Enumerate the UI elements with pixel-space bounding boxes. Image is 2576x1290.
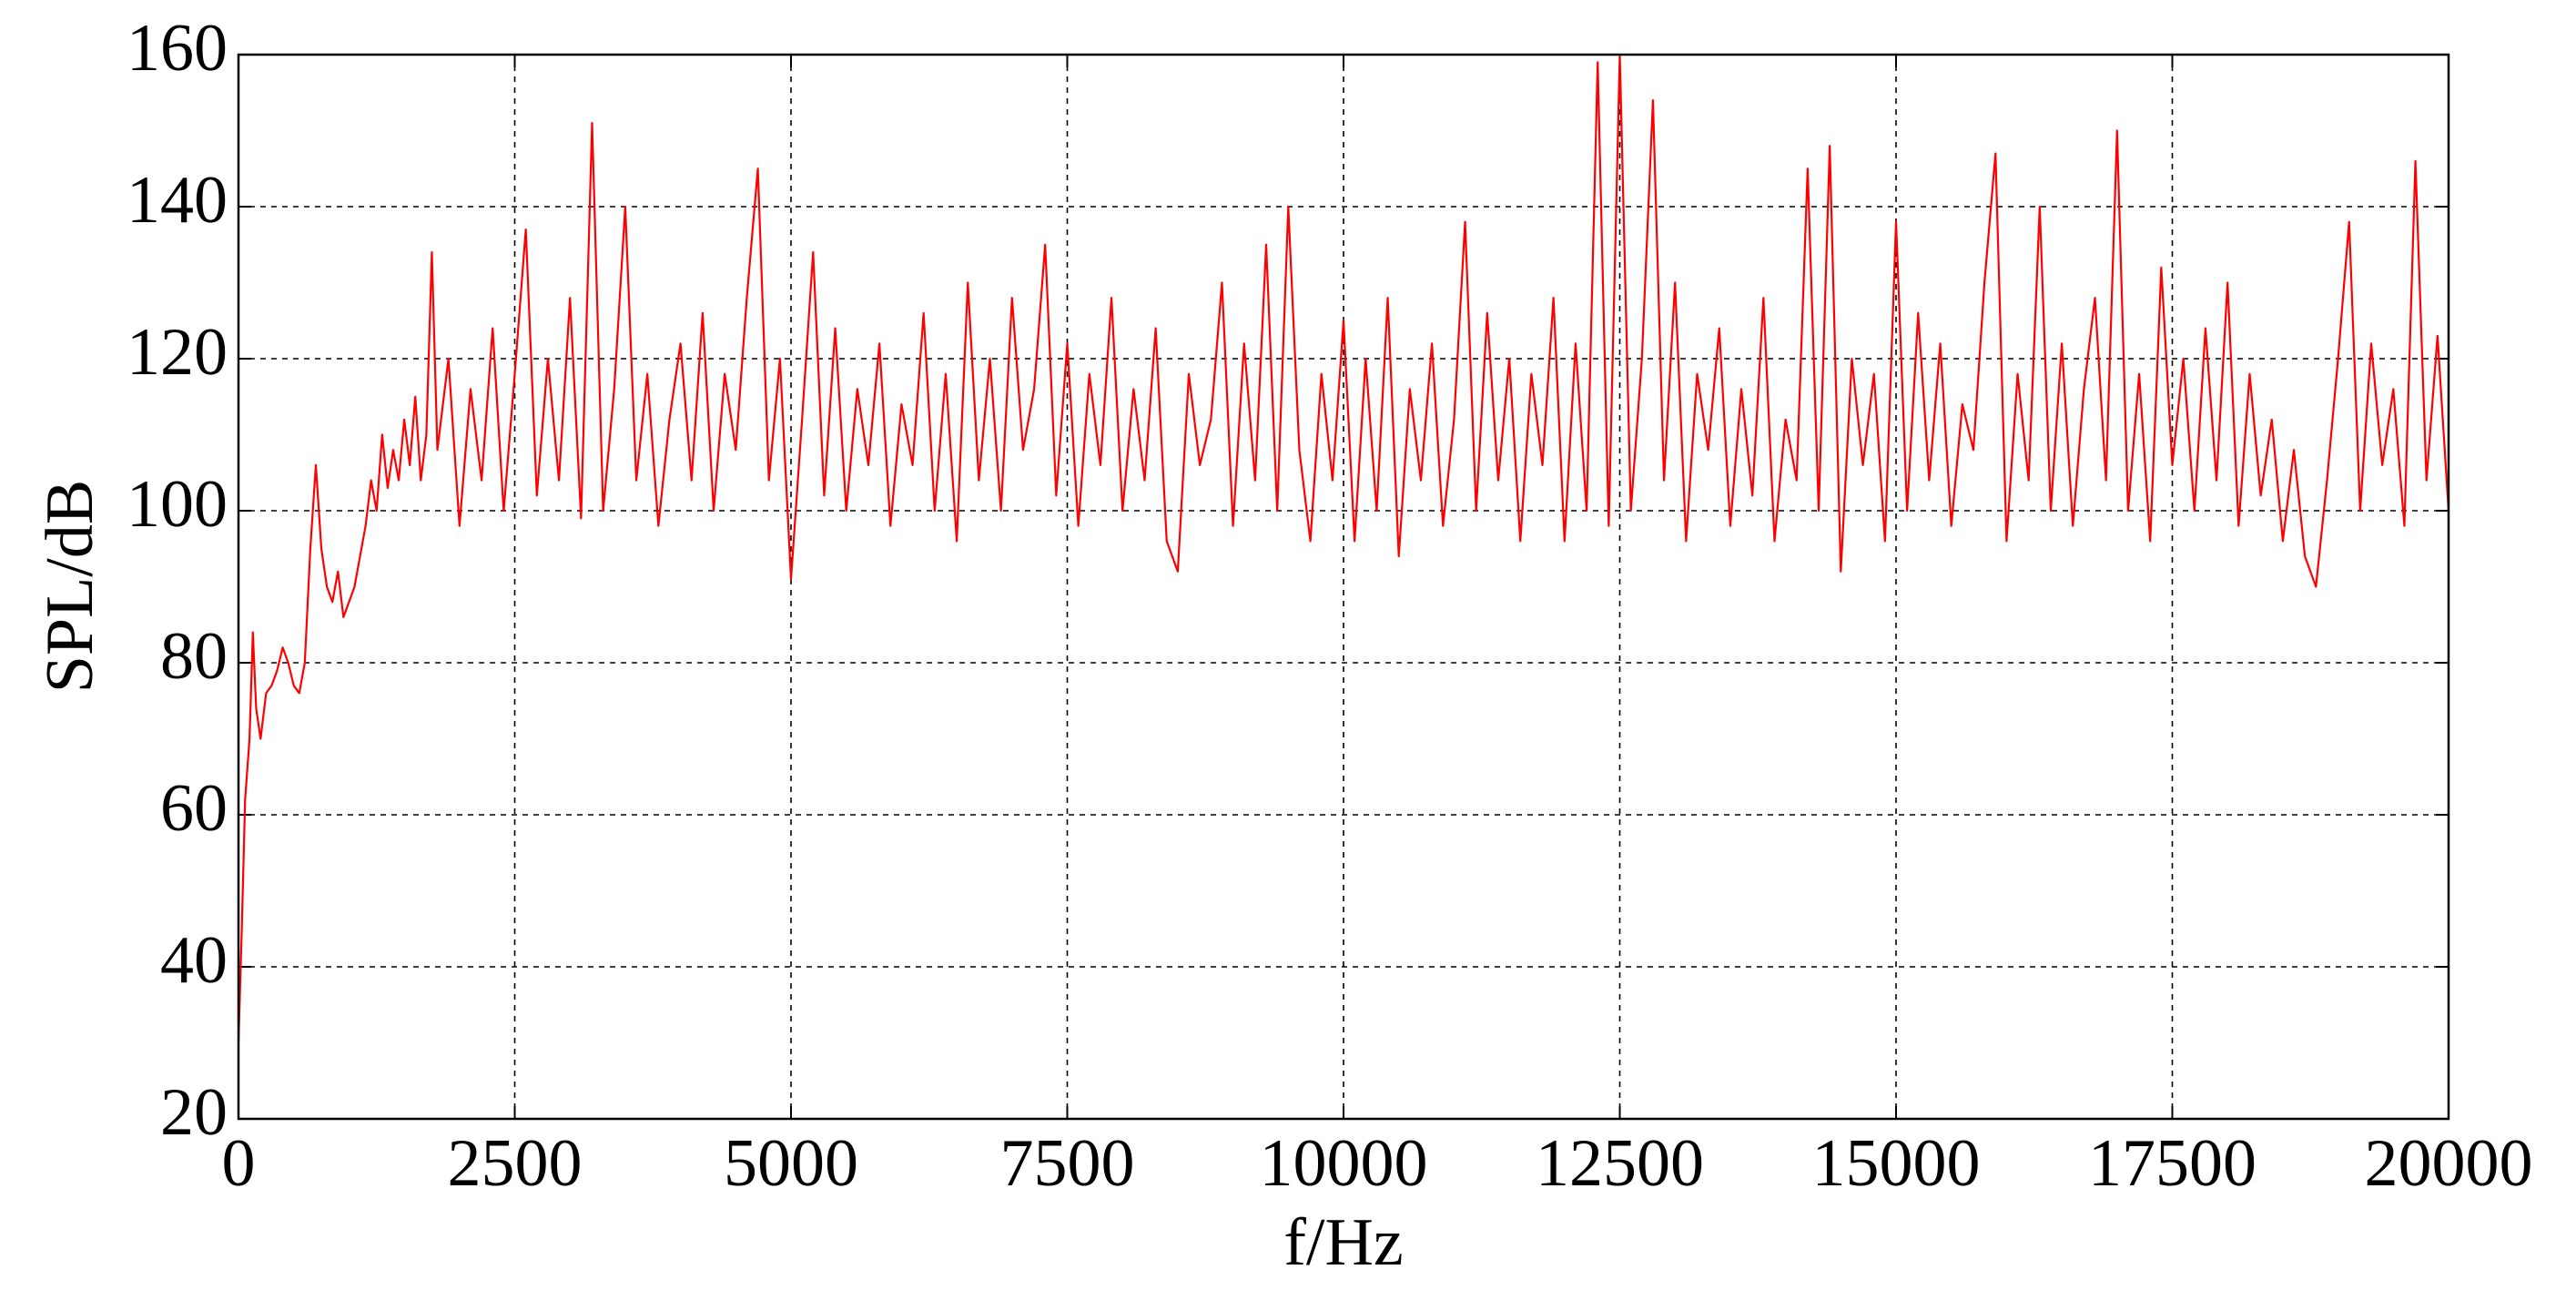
- x-tick-label: 20000: [2365, 1126, 2533, 1201]
- x-tick-label: 0: [222, 1126, 256, 1201]
- spectrum-line: [237, 53, 2450, 1043]
- y-tick-label: 120: [127, 315, 228, 390]
- y-axis-label: SPL/dB: [33, 480, 107, 693]
- x-tick-label: 2500: [448, 1126, 583, 1201]
- y-tick-label: 160: [127, 11, 228, 86]
- y-tick-label: 60: [160, 771, 228, 846]
- x-tick-label: 7500: [1000, 1126, 1135, 1201]
- plot-frame: [237, 53, 2450, 1121]
- y-tick-label: 100: [127, 467, 228, 542]
- y-tick-label: 80: [160, 619, 228, 694]
- y-tick-label: 40: [160, 923, 228, 998]
- y-tick-label: 140: [127, 163, 228, 238]
- x-tick-label: 17500: [2088, 1126, 2257, 1201]
- x-tick-label: 10000: [1260, 1126, 1428, 1201]
- x-tick-label: 15000: [1812, 1126, 1981, 1201]
- y-tick-label: 20: [160, 1075, 228, 1150]
- x-tick-label: 5000: [724, 1126, 858, 1201]
- x-axis-label: f/Hz: [1283, 1205, 1404, 1280]
- x-tick-label: 12500: [1536, 1126, 1704, 1201]
